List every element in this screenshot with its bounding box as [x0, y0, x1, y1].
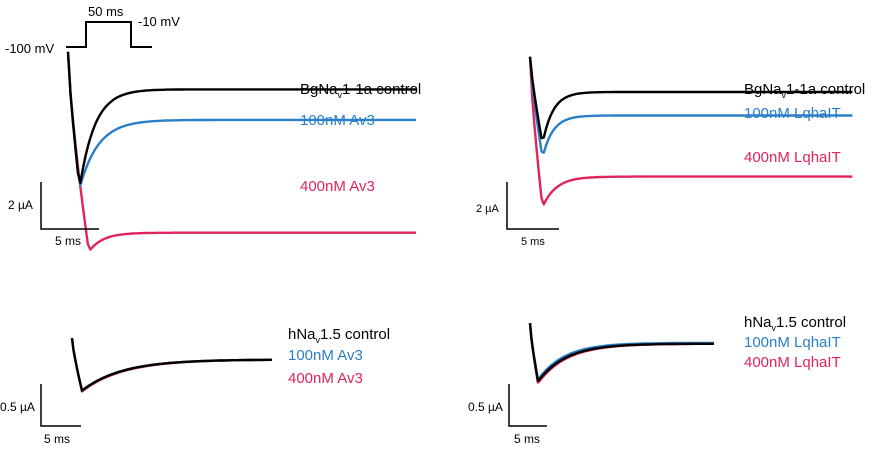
legend-100nm: 100nM Av3 — [288, 347, 363, 364]
legend-400nm: 400nM Av3 — [300, 178, 375, 195]
legend-control: BgNav1-1a control — [300, 81, 421, 100]
panel-bottom-left: hNav1.5 control 100nM Av3 400nM Av3 0.5 … — [0, 326, 390, 446]
scale-bar — [508, 384, 547, 427]
trace-400nm-av3 — [66, 51, 416, 251]
trace-100nm-lqhait — [528, 56, 853, 154]
scale-y-label: 2 µA — [8, 198, 33, 212]
traces — [70, 337, 272, 393]
trace-100nm-av3 — [70, 337, 272, 392]
scale-x-label: 5 ms — [521, 236, 545, 248]
scale-bar — [506, 182, 559, 230]
trace-400nm-lqhait — [528, 322, 714, 384]
trace-100nm-av3 — [66, 51, 416, 187]
scale-bar — [40, 182, 99, 230]
trace-control — [66, 51, 416, 185]
legend-400nm: 400nM Av3 — [288, 370, 363, 387]
legend-control: hNav1.5 control — [288, 326, 390, 345]
trace-control — [528, 322, 714, 382]
trace-control — [70, 337, 272, 392]
traces — [66, 51, 416, 251]
panel-top-left: BgNav1-1a control 100nM Av3 400nM Av3 2 … — [8, 51, 421, 251]
protocol-trace — [66, 21, 152, 48]
trace-control — [528, 56, 853, 140]
traces — [528, 56, 853, 206]
traces — [528, 322, 714, 384]
trace-400nm-av3 — [70, 337, 272, 393]
legend-control: hNav1.5 control — [744, 314, 846, 333]
panel-top-right: BgNav1-1a control 100nM LqhaIT 400nM Lqh… — [476, 56, 865, 248]
trace-100nm-lqhait — [528, 322, 714, 381]
protocol-holding-label: -100 mV — [5, 41, 54, 56]
scale-x-label: 5 ms — [44, 432, 70, 446]
legend-control: BgNav1-1a control — [744, 81, 865, 100]
legend-100nm: 100nM LqhaIT — [744, 334, 841, 351]
panel-bottom-right: hNav1.5 control 100nM LqhaIT 400nM LqhaI… — [468, 314, 846, 446]
scale-x-label: 5 ms — [55, 234, 81, 248]
legend-100nm: 100nM LqhaIT — [744, 105, 841, 122]
voltage-protocol: 50 ms -100 mV -10 mV — [5, 4, 180, 56]
scale-bar — [40, 384, 81, 427]
legend-100nm: 100nM Av3 — [300, 112, 375, 129]
scale-x-label: 5 ms — [514, 432, 540, 446]
protocol-duration-label: 50 ms — [88, 4, 124, 19]
legend-400nm: 400nM LqhaIT — [744, 354, 841, 371]
legend-400nm: 400nM LqhaIT — [744, 149, 841, 166]
scale-y-label: 2 µA — [476, 203, 500, 215]
trace-400nm-lqhait — [528, 56, 853, 206]
scale-y-label: 0.5 µA — [0, 400, 35, 414]
protocol-step-label: -10 mV — [138, 14, 180, 29]
scale-y-label: 0.5 µA — [468, 400, 503, 414]
